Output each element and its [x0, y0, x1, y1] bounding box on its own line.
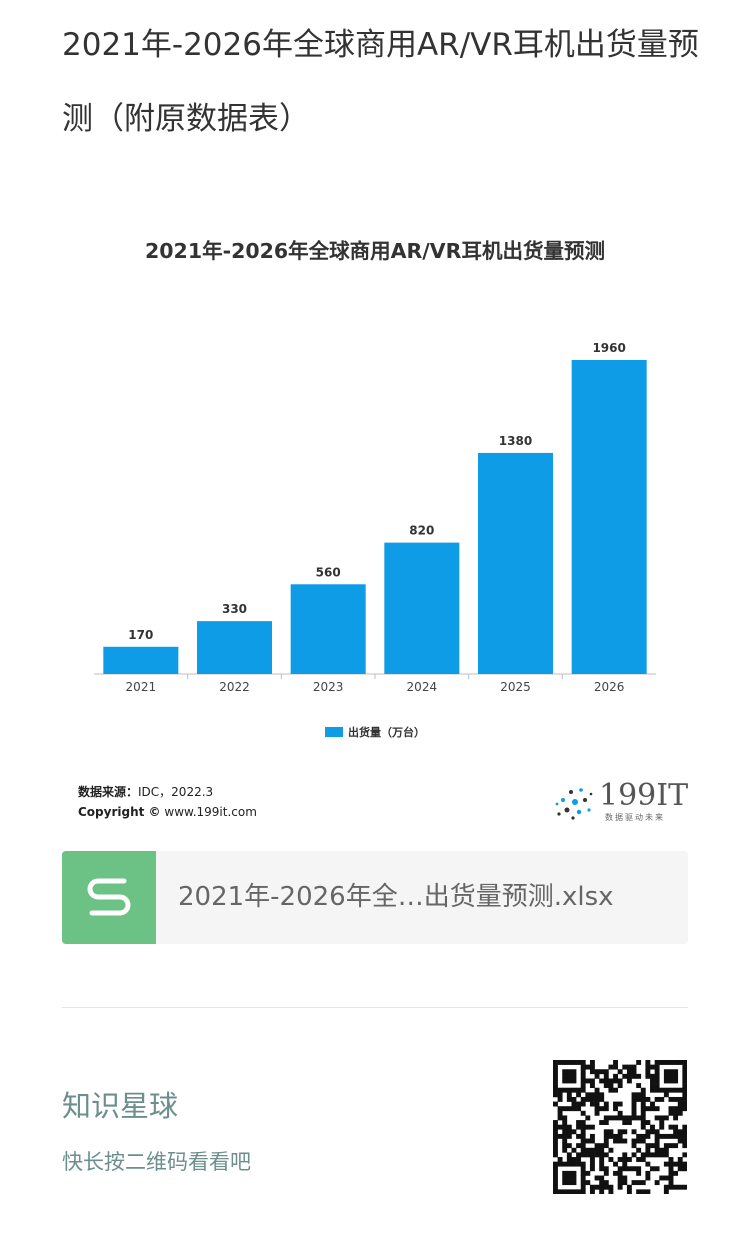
file-attachment[interactable]: 2021年-2026年全…出货量预测.xlsx — [62, 851, 688, 944]
chart-title: 2021年-2026年全球商用AR/VR耳机出货量预测 — [145, 239, 605, 263]
promo-subtitle: 快长按二维码看看吧 — [62, 1150, 251, 1174]
data-label-2021: 170 — [128, 628, 153, 642]
logo-text: 199IT — [599, 778, 689, 813]
x-tick-2023: 2023 — [313, 680, 344, 694]
bar-2024 — [384, 542, 460, 674]
data-label-2026: 1960 — [592, 341, 625, 355]
bar-2021 — [103, 646, 179, 674]
copyright-label: Copyright © — [78, 805, 161, 819]
bar-2023 — [290, 584, 366, 674]
x-tick-2026: 2026 — [594, 680, 625, 694]
legend-swatch — [325, 727, 343, 737]
legend-label: 出货量（万台） — [348, 725, 425, 739]
article-title: 2021年-2026年全球商用AR/VR耳机出货量预测（附原数据表） — [62, 27, 699, 137]
promo-title: 知识星球 — [62, 1089, 179, 1123]
source-value: IDC，2022.3 — [138, 785, 214, 799]
x-tick-2021: 2021 — [126, 680, 157, 694]
logo-dots-icon — [555, 788, 593, 820]
bar-2026 — [571, 360, 647, 674]
data-label-2024: 820 — [409, 524, 434, 538]
logo-subtitle: 数据驱动未来 — [605, 813, 665, 822]
data-label-2025: 1380 — [499, 434, 532, 448]
x-tick-2022: 2022 — [219, 680, 250, 694]
x-tick-2025: 2025 — [500, 680, 531, 694]
s-icon — [62, 851, 156, 944]
data-label-2023: 560 — [316, 565, 341, 579]
199it-logo: 199IT 数据驱动未来 — [553, 778, 693, 828]
qr-code-icon[interactable] — [553, 1060, 687, 1194]
copyright-value: www.199it.com — [164, 805, 257, 819]
bar-2025 — [478, 452, 553, 674]
chart-image: 170 2021 330 2022 560 2023 820 2024 1380 2025 1960… — [0, 200, 750, 840]
bar-chart: 170 2021 330 2022 560 2023 820 2024 1380 2025 1960… — [94, 341, 656, 739]
divider — [62, 1007, 688, 1008]
bar-2022 — [197, 621, 272, 674]
source-block: 数据来源：IDC，2022.3 Copyright © www.199it.co… — [78, 782, 257, 822]
x-tick-2024: 2024 — [407, 680, 438, 694]
source-label: 数据来源： — [78, 785, 139, 799]
data-label-2022: 330 — [222, 602, 247, 616]
file-name: 2021年-2026年全…出货量预测.xlsx — [178, 882, 614, 912]
